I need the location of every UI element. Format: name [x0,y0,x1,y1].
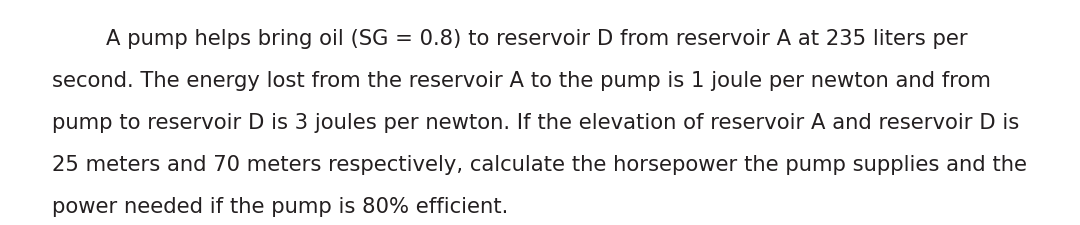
Text: A pump helps bring oil (SG = 0.8) to reservoir D from reservoir A at 235 liters : A pump helps bring oil (SG = 0.8) to res… [52,29,968,49]
Text: pump to reservoir D is 3 joules per newton. If the elevation of reservoir A and : pump to reservoir D is 3 joules per newt… [52,112,1020,132]
Text: power needed if the pump is 80% efficient.: power needed if the pump is 80% efficien… [52,196,508,216]
Text: 25 meters and 70 meters respectively, calculate the horsepower the pump supplies: 25 meters and 70 meters respectively, ca… [52,154,1027,174]
Text: second. The energy lost from the reservoir A to the pump is 1 joule per newton a: second. The energy lost from the reservo… [52,71,990,91]
